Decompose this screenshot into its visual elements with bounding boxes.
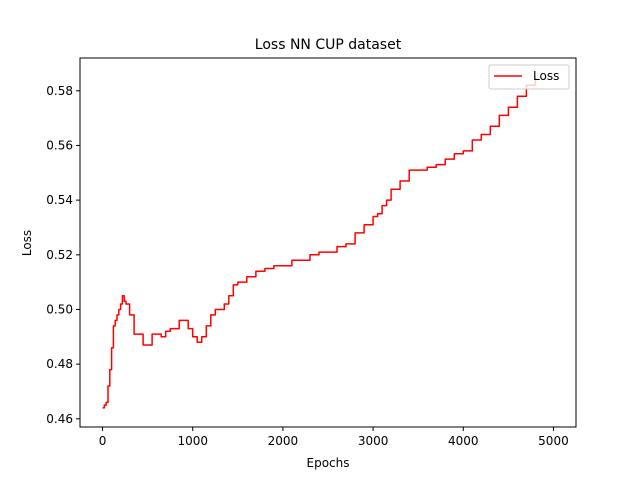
y-tick-label: 0.58 <box>46 84 73 98</box>
legend-box <box>488 64 570 90</box>
y-tick-label: 0.56 <box>46 138 73 152</box>
x-tick-label: 3000 <box>358 434 389 448</box>
series-line-loss <box>102 77 537 409</box>
y-tick-label: 0.46 <box>46 412 73 426</box>
y-axis-label: Loss <box>20 230 34 256</box>
chart-title: Loss NN CUP dataset <box>255 37 402 53</box>
plot-frame <box>79 57 577 428</box>
y-tick-label: 0.54 <box>46 193 73 207</box>
x-tick-label: 2000 <box>268 434 299 448</box>
x-tick-label: 5000 <box>538 434 569 448</box>
y-axis-ticks: 0.46 0.48 0.50 0.52 0.54 0.56 0.58 <box>46 84 80 426</box>
x-axis-ticks: 0 1000 2000 3000 4000 5000 <box>99 427 569 448</box>
x-tick-label: 0 <box>99 434 107 448</box>
x-axis-label: Epochs <box>307 456 350 470</box>
x-tick-label: 1000 <box>177 434 208 448</box>
legend: Loss <box>488 64 570 90</box>
y-tick-label: 0.52 <box>46 248 73 262</box>
y-tick-label: 0.50 <box>46 302 73 316</box>
plot-area <box>80 58 576 427</box>
y-tick-label: 0.48 <box>46 357 73 371</box>
legend-label-loss: Loss <box>533 69 559 83</box>
series-layer <box>102 77 537 409</box>
x-tick-label: 4000 <box>448 434 479 448</box>
